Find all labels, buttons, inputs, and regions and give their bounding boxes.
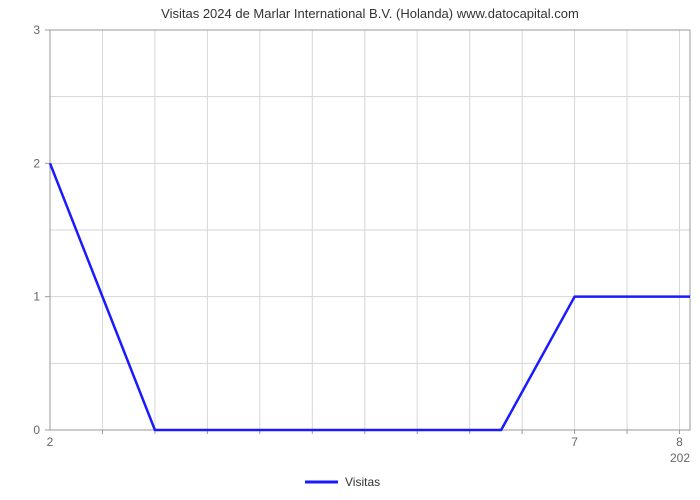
x-tick-label: 8 — [676, 435, 683, 449]
x-tick-label: 2 — [47, 435, 54, 449]
line-chart: 0 1 2 3 2 7 8 202 Visitas 2024 de Marlar Interna… — [0, 0, 700, 500]
y-tick-label: 1 — [33, 290, 40, 304]
x-secondary-label: 202 — [670, 451, 690, 465]
chart-svg: 0 1 2 3 2 7 8 202 Visitas 2024 de Marlar Interna… — [0, 0, 700, 500]
chart-title: Visitas 2024 de Marlar International B.V… — [161, 6, 579, 21]
y-tick-label: 0 — [33, 423, 40, 437]
y-tick-label: 2 — [33, 156, 40, 170]
legend-label: Visitas — [345, 475, 380, 489]
x-tick-label: 7 — [571, 435, 578, 449]
chart-bg — [0, 0, 700, 500]
y-tick-label: 3 — [33, 23, 40, 37]
